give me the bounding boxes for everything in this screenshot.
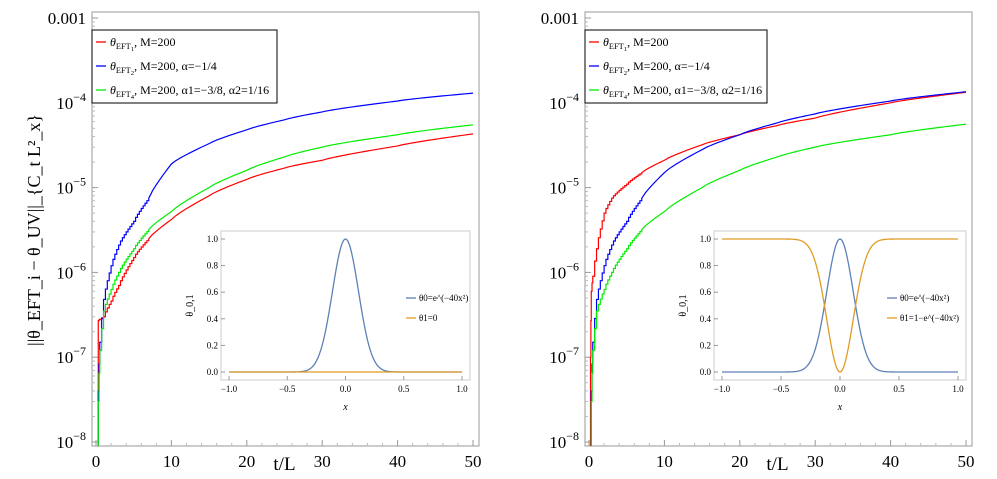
inset-chart: −1.0 −0.5 0.0 0.5 1.0 0.0 0.2 0.4 0.6 0.8 1.0 x θ_0,… — [185, 230, 471, 413]
x-axis-label: t/L — [273, 454, 295, 475]
inset-x-tick-label: 1.0 — [952, 384, 964, 394]
legend-label: θEFT1, M=200 — [110, 35, 176, 53]
inset-y-tick-label: 1.0 — [700, 234, 712, 244]
inset-legend-label: θ1=1−e^(−40x²) — [900, 313, 959, 323]
inset-x-label: x — [837, 402, 843, 413]
inset-series-line-1 — [722, 238, 958, 373]
series-line-2 — [590, 91, 967, 446]
y-tick-label: 0.001 — [48, 9, 86, 28]
inset-x-tick-label: 0.5 — [893, 384, 905, 394]
y-tick-label: 0.001 — [541, 9, 579, 28]
legend-box — [91, 29, 278, 104]
inset-y-label: θ_0,1 — [185, 294, 196, 316]
series-line-1 — [589, 91, 967, 446]
inset-x-tick-label: −1.0 — [221, 384, 238, 394]
series-line-3 — [590, 123, 967, 446]
inset-y-tick-label: 0.0 — [700, 367, 712, 377]
x-tick-label: 30 — [807, 452, 824, 471]
inset-y-tick-label: 0.4 — [207, 314, 219, 324]
inset-x-tick-label: 0.0 — [340, 384, 352, 394]
y-tick-label: 10−7 — [549, 344, 579, 367]
inset-series-line-2 — [722, 238, 958, 373]
inset-x-tick-label: −0.5 — [279, 384, 296, 394]
y-tick-label: 10−6 — [549, 259, 579, 282]
legend: θEFT1, M=200 θEFT2, M=200, α=−1/4 θEFT4, M… — [584, 29, 768, 104]
inset-y-tick-label: 0.6 — [700, 287, 712, 297]
y-tick-label: 10−8 — [549, 429, 579, 452]
x-tick-label: 20 — [731, 452, 748, 471]
inset-y-tick-label: 0.8 — [700, 261, 712, 271]
inset-y-tick-label: 0.4 — [700, 314, 712, 324]
panel-1: 0 10 20 30 40 50 10−8 10−7 10−6 10−5 10−4 0.001 t/L |… — [24, 9, 482, 475]
x-tick-label: 0 — [585, 452, 594, 471]
inset-x-tick-label: −1.0 — [714, 384, 731, 394]
plot-frame — [584, 11, 973, 447]
plot-frame — [91, 11, 480, 447]
legend-label: θEFT4, M=200, α1=−3/8, α2=1/16 — [603, 83, 762, 101]
legend-label: θEFT1, M=200 — [603, 35, 669, 53]
x-tick-label: 20 — [238, 452, 255, 471]
inset-x-tick-label: 0.0 — [834, 384, 846, 394]
y-tick-label: 10−4 — [56, 90, 86, 113]
y-tick-label: 10−5 — [56, 175, 86, 198]
legend-box — [584, 29, 768, 104]
inset-x-tick-label: 0.5 — [398, 384, 410, 394]
series-line-1 — [97, 133, 474, 446]
series-line-3 — [97, 124, 474, 446]
legend-label: θEFT2, M=200, α=−1/4 — [110, 59, 217, 77]
x-tick-label: 50 — [465, 452, 482, 471]
inset-y-label: θ_0,1 — [678, 294, 689, 316]
inset-x-label: x — [342, 402, 348, 413]
inset-legend-label: θ1=0 — [419, 313, 438, 323]
x-tick-label: 50 — [958, 452, 975, 471]
y-tick-label: 10−6 — [56, 259, 86, 282]
inset-y-tick-label: 0.2 — [207, 340, 218, 350]
inset-y-tick-label: 0.0 — [207, 367, 219, 377]
legend-label: θEFT4, M=200, α1=−3/8, α2=1/16 — [110, 83, 269, 101]
y-tick-label: 10−7 — [56, 344, 86, 367]
inset-y-tick-label: 1.0 — [207, 234, 219, 244]
inset-y-tick-label: 0.2 — [700, 340, 711, 350]
y-tick-label: 10−8 — [56, 429, 86, 452]
x-tick-label: 10 — [163, 452, 180, 471]
x-tick-label: 30 — [314, 452, 331, 471]
x-axis-label: t/L — [766, 454, 788, 475]
inset-y-tick-label: 0.8 — [207, 261, 219, 271]
x-tick-label: 40 — [389, 452, 406, 471]
x-tick-label: 10 — [656, 452, 673, 471]
legend: θEFT1, M=200 θEFT2, M=200, α=−1/4 θEFT4, M… — [91, 29, 278, 104]
x-tick-label: 0 — [92, 452, 101, 471]
panel-2: 0 10 20 30 40 50 10−8 10−7 10−6 10−5 10−4 0.001 t/L θ… — [541, 9, 975, 475]
inset-frame — [220, 230, 471, 381]
inset-frame — [713, 230, 967, 381]
inset-x-tick-label: 1.0 — [456, 384, 468, 394]
inset-legend-label: θ0=e^(−40x²) — [419, 293, 468, 303]
inset-chart: −1.0 −0.5 0.0 0.5 1.0 0.0 0.2 0.4 0.6 0.8 1.0 x θ_0,… — [678, 230, 967, 413]
x-tick-label: 40 — [882, 452, 899, 471]
y-tick-label: 10−4 — [549, 90, 579, 113]
y-axis-label: ||θ_EFT_i − θ_UV||_{C_t L²_x} — [24, 114, 44, 346]
series-line-2 — [97, 92, 474, 446]
inset-x-tick-label: −0.5 — [773, 384, 790, 394]
y-tick-label: 10−5 — [549, 175, 579, 198]
inset-y-tick-label: 0.6 — [207, 287, 219, 297]
inset-legend-label: θ0=e^(−40x²) — [900, 293, 949, 303]
legend-label: θEFT2, M=200, α=−1/4 — [603, 59, 710, 77]
